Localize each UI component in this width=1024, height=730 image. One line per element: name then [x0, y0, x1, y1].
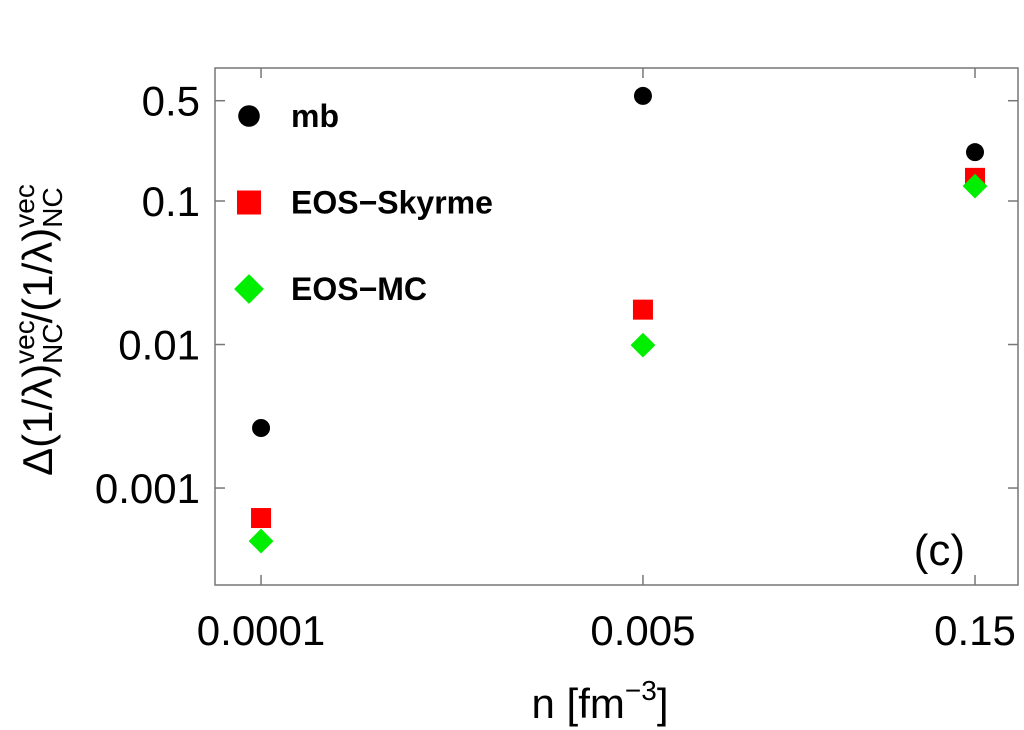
y-tick-label: 0.1: [142, 178, 200, 225]
legend-label: EOS−MC: [291, 271, 427, 307]
x-tick-label: 0.005: [590, 607, 695, 654]
legend-marker: [234, 274, 264, 304]
point: [632, 299, 653, 320]
ylabel-part: NC: [37, 187, 68, 227]
xlabel-part: −3: [625, 675, 657, 706]
xlabel-part: ]: [657, 680, 669, 727]
point: [251, 508, 272, 529]
plot-frame: [214, 67, 1019, 586]
x-tick-label: 0.15: [934, 607, 1016, 654]
xlabel-part: n [fm: [532, 680, 625, 727]
point: [966, 143, 985, 162]
ylabel-part: vec: [9, 184, 40, 228]
y-tick-label: 0.01: [118, 322, 200, 369]
y-tick-label: 0.001: [95, 465, 200, 512]
y-tick-label: 0.5: [142, 78, 200, 125]
legend-marker: [237, 190, 261, 215]
x-tick-label: 0.0001: [197, 607, 325, 654]
legend-label: EOS−Skyrme: [291, 185, 493, 221]
ylabel-part: /(1/λ): [14, 228, 61, 324]
ylabel-part: vec: [9, 320, 40, 364]
ylabel-part: Δ(1/λ): [14, 364, 61, 476]
xlabel: n [fm−3]: [532, 675, 669, 727]
annotation: (c): [914, 526, 965, 575]
point: [630, 332, 656, 358]
ylabel-part: NC: [37, 323, 68, 363]
point: [248, 528, 274, 554]
legend-label: mb: [291, 98, 339, 134]
point: [633, 86, 652, 105]
ylabel: Δ(1/λ)vecNC/(1/λ)vecNC: [9, 184, 68, 476]
point: [962, 173, 988, 199]
legend-marker: [238, 105, 260, 127]
point: [252, 418, 271, 437]
